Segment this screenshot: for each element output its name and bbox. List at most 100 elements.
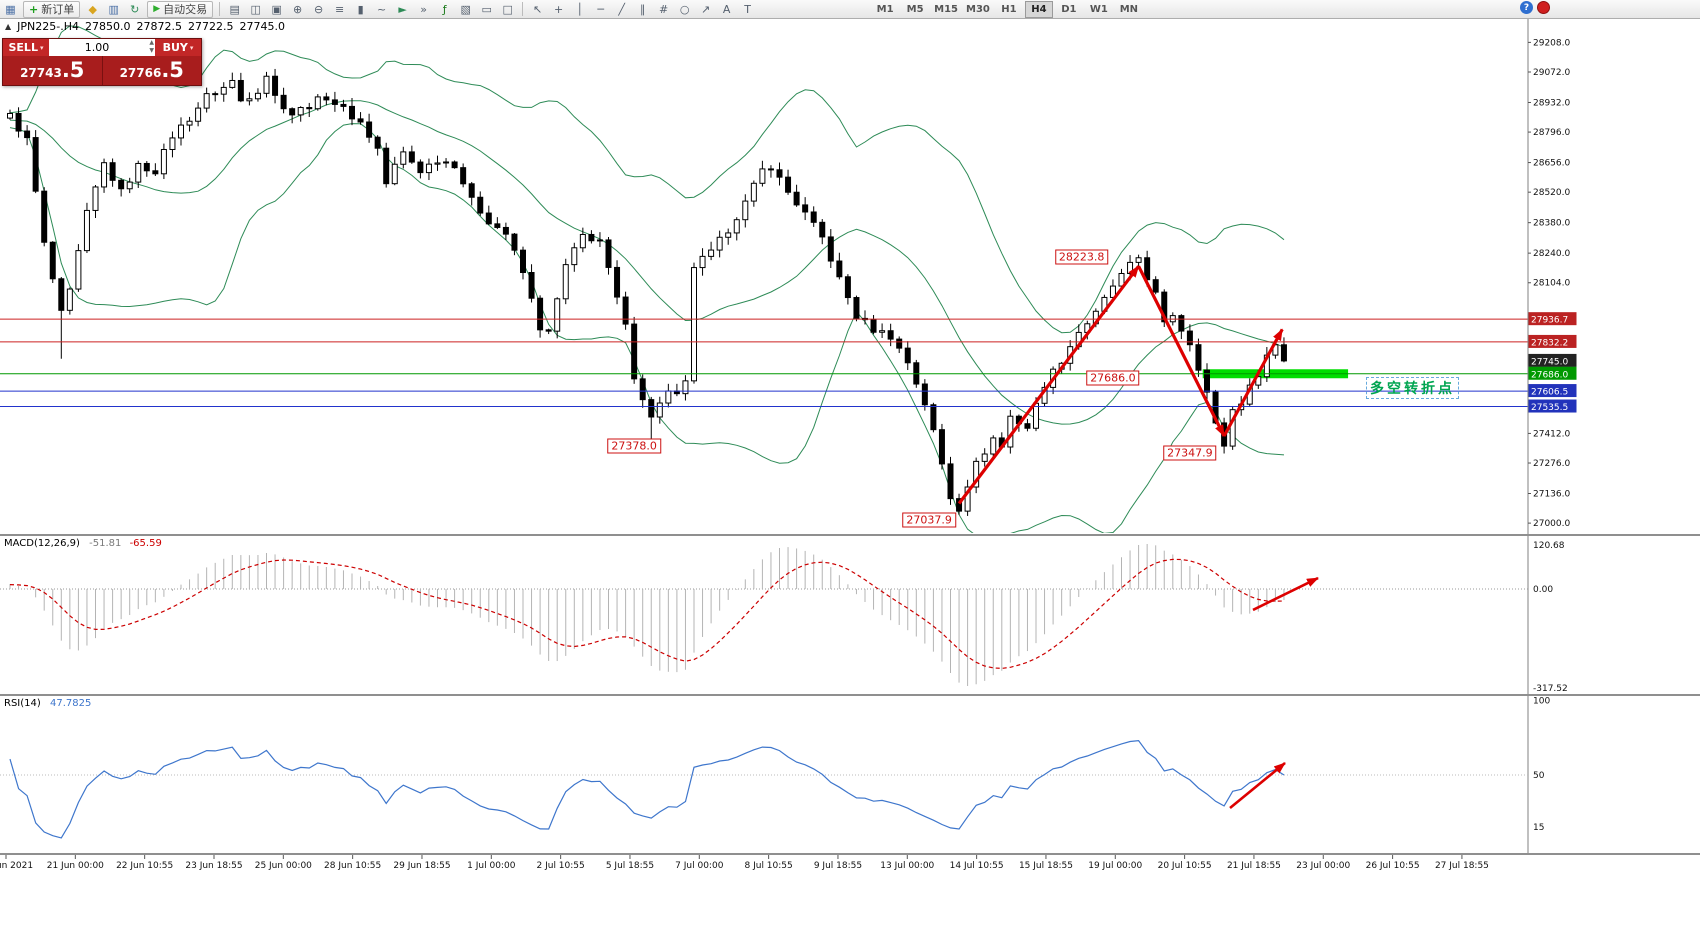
arrows-icon[interactable]: ↗ [701, 2, 711, 16]
cascade-windows-icon[interactable]: ▣ [271, 2, 282, 16]
mql5-community-icon[interactable]: ◆ [88, 2, 97, 16]
svg-text:8 Jul 10:55: 8 Jul 10:55 [745, 861, 793, 871]
full-screen-icon[interactable]: □ [502, 2, 513, 16]
svg-text:27832.2: 27832.2 [1531, 338, 1568, 348]
panel-separator [0, 853, 1700, 855]
volume-decrease-button[interactable]: ▼ [149, 47, 154, 54]
svg-text:28796.0: 28796.0 [1533, 128, 1570, 138]
toolbar-separator [219, 2, 221, 16]
toolbar-separator [522, 2, 524, 16]
record-icon[interactable] [1537, 1, 1550, 14]
charts-icon[interactable]: ▥ [108, 2, 119, 16]
price-annotation[interactable]: 27347.9 [1163, 445, 1217, 461]
fibonacci-icon[interactable]: # [659, 2, 669, 16]
macd-value: -51.81 [89, 538, 122, 549]
svg-text:15: 15 [1533, 823, 1544, 833]
svg-text:29072.0: 29072.0 [1533, 68, 1570, 78]
svg-text:23 Jul 00:00: 23 Jul 00:00 [1296, 861, 1350, 871]
new-order-button[interactable]: + 新订单 [23, 0, 81, 18]
line-chart-icon[interactable]: ~ [377, 2, 387, 16]
low-value: 27722.5 [188, 20, 234, 33]
volume-input[interactable] [49, 39, 155, 56]
objects-list-icon[interactable]: ▭ [481, 2, 492, 16]
bar-chart-icon[interactable]: ≡ [335, 2, 345, 16]
price-tag [1528, 399, 1577, 413]
svg-text:28 Jun 10:55: 28 Jun 10:55 [324, 861, 381, 871]
pivot-point-text-annotation[interactable]: 多空转折点 [1366, 377, 1459, 399]
auto-scroll-icon[interactable]: ► [398, 2, 407, 16]
timeframe-m30-button[interactable]: M30 [966, 3, 990, 15]
timeframe-m15-button[interactable]: M15 [934, 3, 959, 15]
price-annotation[interactable]: 28223.8 [1054, 249, 1109, 265]
channel-icon[interactable]: ∥ [639, 2, 646, 16]
macd-signal-line [9, 558, 1285, 670]
timeframe-h1-button[interactable]: H1 [1001, 3, 1017, 15]
buy-button[interactable]: BUY ▾ [155, 39, 201, 56]
help-icon[interactable]: ? [1520, 1, 1533, 14]
svg-text:7 Jul 00:00: 7 Jul 00:00 [675, 861, 724, 871]
autotrading-button[interactable]: ▶ 自动交易 [147, 0, 214, 18]
shapes-icon[interactable]: ○ [679, 2, 690, 16]
volume-increase-button[interactable]: ▲ [149, 39, 154, 46]
macd-axis: 120.68 0.00 -317.52 [1533, 541, 1568, 694]
buy-price[interactable]: 27766 .5 [102, 56, 201, 85]
timeframe-m1-button[interactable]: M1 [876, 3, 894, 15]
sell-button[interactable]: SELL ▾ [3, 39, 49, 56]
candlestick-chart-icon[interactable]: ▮ [357, 2, 364, 16]
zoom-out-icon[interactable]: ⊖ [314, 2, 324, 16]
svg-text:29208.0: 29208.0 [1533, 38, 1570, 48]
trendline-icon[interactable]: ╱ [618, 2, 625, 16]
collapse-icon[interactable]: ▲ [5, 22, 12, 31]
crosshair-icon[interactable]: + [554, 2, 564, 16]
svg-text:50: 50 [1533, 771, 1545, 781]
price-annotation[interactable]: 27686.0 [1086, 370, 1140, 386]
timeframe-h4-button[interactable]: H4 [1024, 0, 1053, 18]
svg-text:0.00: 0.00 [1533, 585, 1553, 595]
chevron-down-icon: ▾ [39, 43, 44, 52]
svg-text:14 Jul 10:55: 14 Jul 10:55 [950, 861, 1004, 871]
text-label-icon[interactable]: T [744, 2, 751, 16]
svg-text:28520.0: 28520.0 [1533, 188, 1570, 198]
svg-text:27276.0: 27276.0 [1533, 459, 1570, 469]
price-annotation[interactable]: 27037.9 [902, 512, 956, 528]
rsi-value: 47.7825 [49, 698, 92, 709]
zoom-in-icon[interactable]: ⊕ [293, 2, 303, 16]
svg-text:28656.0: 28656.0 [1533, 159, 1570, 169]
svg-text:27686.0: 27686.0 [1531, 370, 1568, 380]
templates-icon[interactable]: ▧ [460, 2, 471, 16]
tile-windows-icon[interactable]: ◫ [250, 2, 261, 16]
horizontal-line-icon[interactable]: ─ [597, 2, 604, 16]
sell-price[interactable]: 27743 .5 [3, 56, 103, 85]
price-tag [1528, 353, 1577, 367]
buy-price-fraction: .5 [161, 58, 184, 82]
panel-separator [0, 694, 1700, 696]
close-value: 27745.0 [239, 20, 286, 33]
price-annotation[interactable]: 27378.0 [607, 438, 661, 454]
new-chart-icon[interactable]: ▦ [5, 2, 16, 16]
svg-text:13 Jul 00:00: 13 Jul 00:00 [880, 861, 934, 871]
svg-text:27000.0: 27000.0 [1533, 519, 1570, 529]
profiles-icon[interactable]: ▤ [229, 2, 240, 16]
svg-text:15 Jul 18:55: 15 Jul 18:55 [1019, 861, 1073, 871]
bollinger-lower [9, 123, 1285, 533]
chart-shift-icon[interactable]: » [420, 2, 427, 16]
timeframe-mn-button[interactable]: MN [1119, 3, 1139, 15]
svg-text:28240.0: 28240.0 [1533, 249, 1570, 259]
timeframe-m5-button[interactable]: M5 [906, 3, 924, 15]
svg-text:17 Jun 2021: 17 Jun 2021 [0, 861, 33, 871]
timeframe-d1-button[interactable]: D1 [1061, 3, 1077, 15]
rsi-line [9, 739, 1285, 839]
panel-separator [0, 534, 1700, 536]
text-icon[interactable]: A [722, 2, 731, 16]
price-tag [1528, 366, 1577, 380]
price-tag [1528, 384, 1577, 398]
svg-text:21 Jun 00:00: 21 Jun 00:00 [47, 861, 104, 871]
timeframe-w1-button[interactable]: W1 [1089, 3, 1108, 15]
price-tag [1528, 334, 1577, 348]
vertical-line-icon[interactable]: │ [576, 2, 583, 16]
refresh-icon[interactable]: ↻ [130, 2, 140, 16]
indicators-icon[interactable]: ƒ [442, 2, 447, 16]
cursor-icon[interactable]: ↖ [533, 2, 543, 16]
sell-price-main: 27743 [20, 66, 62, 80]
